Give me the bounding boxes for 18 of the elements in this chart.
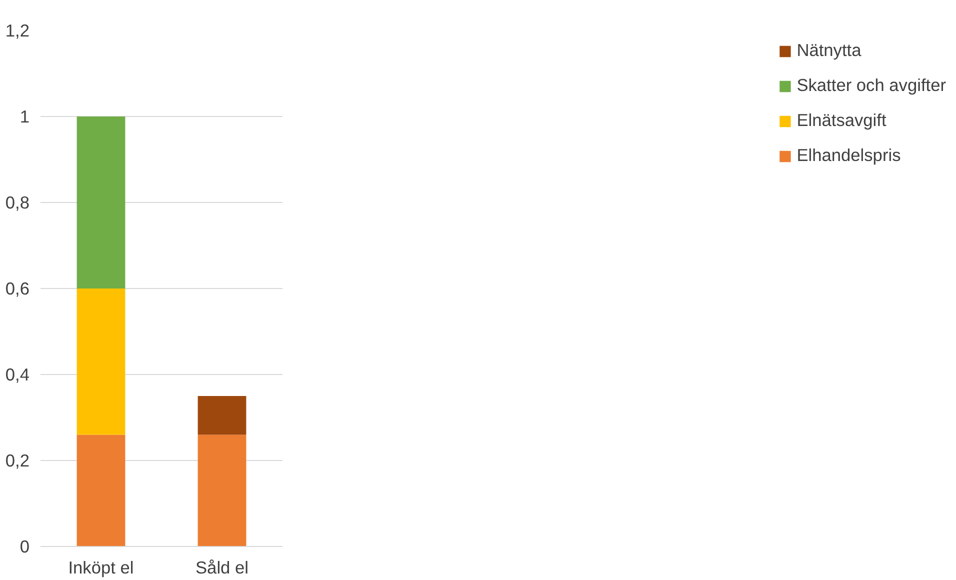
bar [76, 288, 126, 435]
x-tick-label: Inköpt el [68, 558, 134, 578]
legend-label: Elhandelspris [796, 145, 901, 166]
y-tick-label: 0,2 [5, 450, 30, 470]
legend-label: Skatter och avgifter [796, 75, 946, 96]
legend-label: Nätnytta [796, 40, 862, 61]
y-tick-label: 1 [20, 106, 30, 126]
y-tick-label: 0,6 [5, 278, 30, 298]
bar [76, 434, 126, 546]
x-tick-label: Såld el [196, 558, 248, 578]
y-tick-label: 0,8 [5, 192, 30, 212]
legend-label: Elnätsavgift [796, 110, 886, 131]
bar [198, 396, 246, 435]
y-tick-label: 0,4 [5, 364, 30, 384]
bar [76, 116, 126, 288]
bar [198, 434, 246, 546]
y-tick-label: 1,2 [5, 20, 30, 40]
y-tick-label: 0 [20, 536, 30, 556]
